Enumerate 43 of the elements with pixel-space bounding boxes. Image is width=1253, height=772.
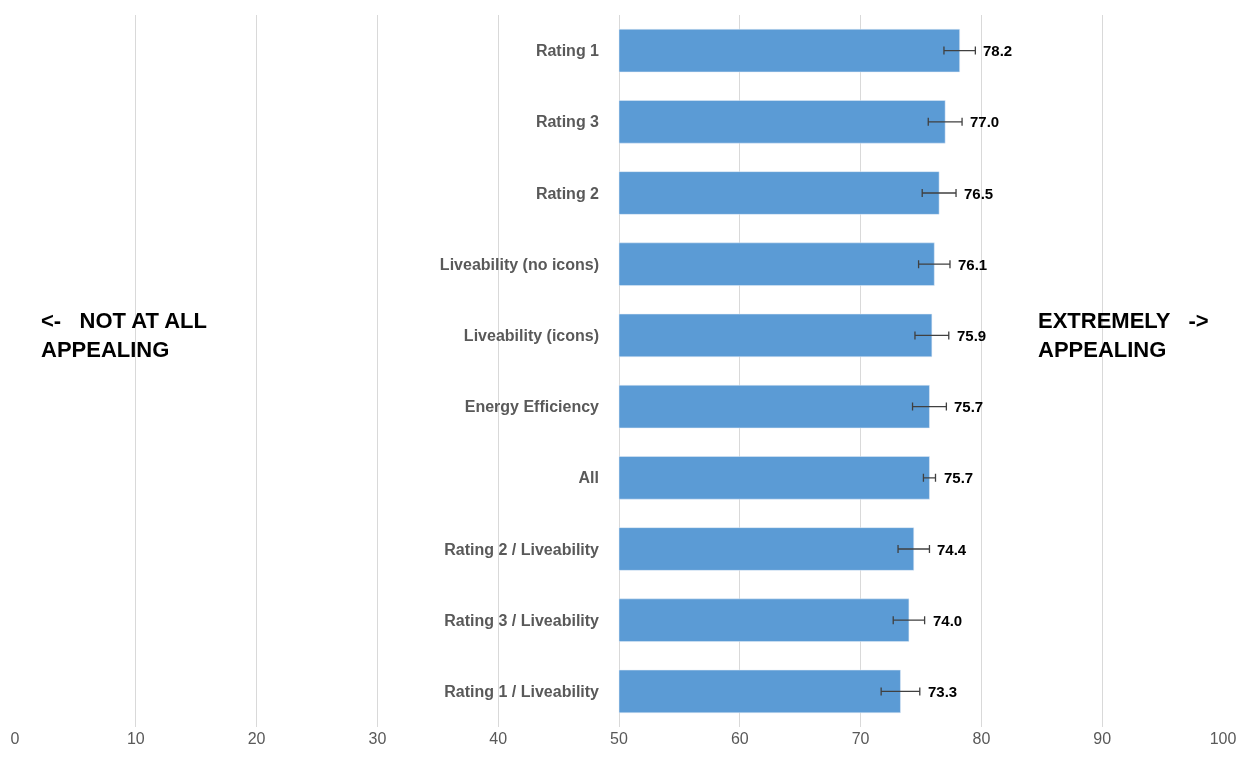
x-tick-label: 30 (368, 730, 387, 747)
y-tick-label: Rating 1 (535, 42, 600, 60)
x-tick-label: 50 (610, 730, 628, 747)
bar (618, 313, 933, 358)
data-label: 76.5 (964, 185, 994, 202)
y-tick-label: Liveability (no icons) (439, 255, 599, 273)
bar (618, 527, 914, 571)
data-label: 78.2 (983, 42, 1013, 59)
y-tick-label: Rating 2 (535, 184, 600, 202)
y-tick-label: Liveability (icons) (463, 327, 599, 344)
bar (618, 669, 901, 714)
x-tick-label: 10 (126, 730, 145, 747)
x-tick-label: 80 (972, 730, 991, 747)
data-label: 77.0 (970, 113, 1000, 130)
data-label: 75.7 (954, 398, 984, 415)
annotation: EXTREMELY -> APPEALING (1038, 308, 1209, 362)
x-tick-label: 70 (851, 730, 870, 747)
data-label: 75.9 (957, 327, 987, 344)
x-tick-label: 90 (1093, 730, 1112, 747)
data-label: 76.1 (958, 256, 988, 273)
y-tick-label: Rating 3 (535, 113, 600, 131)
data-label: 74.0 (933, 612, 963, 629)
y-tick-label: Rating 2 / Liveability (444, 540, 600, 558)
x-tick-label: 60 (730, 730, 749, 747)
bar (618, 171, 940, 215)
bar (618, 28, 960, 73)
bar (618, 598, 910, 642)
bar (618, 100, 946, 144)
bar (618, 242, 935, 286)
y-tick-label: Rating 3 / Liveability (444, 611, 600, 629)
x-tick-label: 100 (1209, 730, 1237, 747)
annotation: <- NOT AT ALL APPEALING (41, 308, 207, 362)
data-label: 75.7 (944, 469, 974, 486)
y-tick-label: All (578, 469, 599, 487)
x-tick-label: 40 (489, 730, 508, 747)
bar (618, 384, 930, 429)
y-tick-label: Energy Efficiency (464, 398, 600, 416)
x-tick-label: 20 (247, 730, 266, 747)
data-label: 74.4 (937, 541, 967, 558)
y-tick-label: Rating 1 / Liveability (444, 683, 600, 700)
bar (618, 456, 930, 500)
data-label: 73.3 (928, 683, 958, 700)
x-tick-label: 0 (10, 730, 20, 747)
